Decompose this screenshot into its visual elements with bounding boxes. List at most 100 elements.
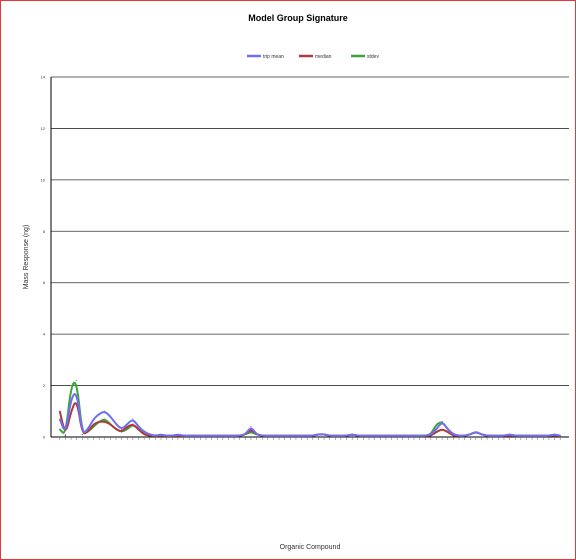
data-point	[419, 435, 421, 437]
data-point	[306, 435, 308, 437]
series-lines	[58, 379, 561, 437]
data-point	[87, 428, 89, 430]
data-point	[261, 435, 263, 437]
data-point	[357, 435, 359, 437]
y-axis-label: Mass Response (ng)	[23, 225, 30, 290]
data-point	[559, 435, 561, 437]
legend: trip mean median stdev	[247, 54, 379, 60]
data-point	[126, 426, 128, 428]
data-point	[368, 435, 370, 437]
data-point	[222, 435, 224, 437]
data-point	[435, 431, 438, 433]
data-point	[441, 420, 443, 423]
data-point	[104, 410, 106, 412]
data-point	[121, 431, 123, 433]
data-point	[284, 435, 286, 437]
data-point	[76, 379, 78, 382]
data-point	[435, 428, 438, 430]
chart-title: Model Group Signature	[248, 13, 348, 23]
data-point	[430, 433, 432, 436]
data-point	[160, 433, 162, 436]
data-point	[289, 435, 291, 437]
data-point	[340, 435, 342, 437]
data-point	[396, 435, 398, 437]
data-point	[447, 431, 449, 433]
data-point	[503, 435, 505, 437]
data-point	[531, 435, 533, 437]
data-point	[121, 428, 123, 430]
data-point	[166, 435, 168, 437]
data-point	[98, 413, 100, 415]
data-point	[351, 433, 353, 436]
data-point	[469, 433, 471, 436]
data-point	[312, 435, 314, 437]
data-point	[171, 435, 173, 437]
data-point	[267, 435, 269, 437]
data-point	[115, 428, 117, 430]
data-point	[537, 435, 539, 437]
data-point	[492, 435, 494, 437]
data-point	[126, 428, 128, 430]
data-point	[278, 435, 280, 437]
data-point	[486, 435, 488, 437]
data-point	[374, 435, 376, 437]
series-line-trip-mean	[58, 393, 561, 437]
y-tick-label: 0	[43, 435, 46, 440]
data-point	[514, 435, 516, 437]
data-point	[447, 428, 449, 430]
data-point	[182, 435, 185, 437]
data-point	[109, 423, 112, 425]
y-tick-label: 10	[41, 177, 46, 182]
legend-label: stdev	[367, 54, 379, 60]
data-point	[362, 435, 365, 437]
data-point	[59, 410, 61, 412]
data-point	[525, 435, 528, 437]
data-point	[59, 418, 61, 420]
data-point	[211, 435, 213, 437]
data-point	[81, 433, 83, 436]
legend-label: median	[315, 54, 332, 60]
data-point	[64, 435, 67, 437]
series-line-median	[58, 402, 561, 437]
data-point	[402, 435, 404, 437]
data-point	[188, 435, 190, 437]
data-point	[255, 433, 258, 436]
y-axis-ticks: 0 2 4 6 8 10 12 14	[41, 75, 46, 440]
y-tick-label: 14	[41, 75, 46, 80]
y-tick-label: 12	[41, 126, 46, 131]
data-point	[132, 423, 134, 425]
data-point	[76, 390, 78, 392]
data-point	[98, 420, 100, 423]
data-point	[70, 410, 72, 412]
data-point	[64, 433, 67, 436]
data-point	[177, 433, 179, 436]
data-point	[59, 428, 61, 430]
data-point	[244, 433, 246, 436]
data-point	[345, 435, 348, 437]
data-point	[317, 433, 320, 436]
data-point	[149, 433, 151, 436]
data-point	[199, 435, 201, 437]
data-point	[323, 433, 325, 436]
data-point	[216, 435, 218, 437]
data-point	[385, 435, 387, 437]
data-point	[295, 435, 297, 437]
data-point	[126, 423, 128, 425]
data-point	[548, 435, 550, 437]
data-point	[497, 435, 499, 437]
grid-lines	[51, 76, 569, 386]
data-point	[137, 428, 140, 430]
data-point	[424, 435, 426, 437]
data-point	[70, 397, 72, 400]
data-point	[272, 435, 275, 437]
data-point	[115, 423, 117, 425]
data-point	[329, 435, 331, 437]
x-axis-ticks	[59, 437, 561, 440]
data-point	[143, 431, 145, 433]
data-point	[508, 433, 511, 436]
data-point	[379, 435, 381, 437]
data-point	[239, 435, 241, 437]
data-point	[435, 423, 438, 425]
